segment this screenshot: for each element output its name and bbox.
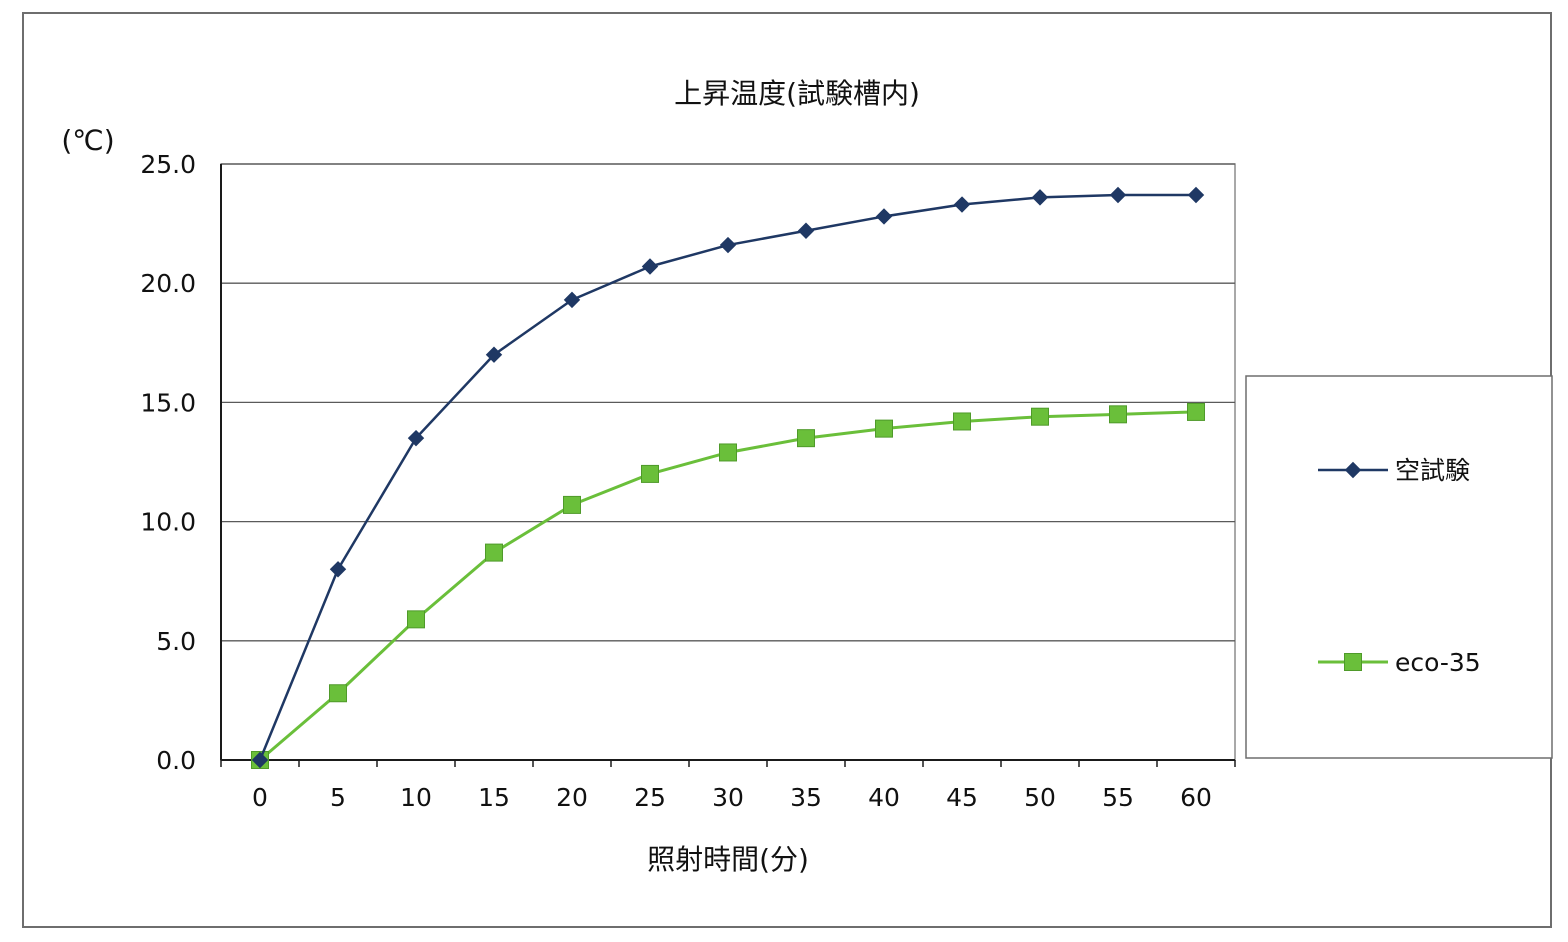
data-point <box>1109 405 1127 424</box>
data-point <box>719 443 737 462</box>
chart-title: 上昇温度(試験槽内) <box>674 77 920 110</box>
y-tick-label: 10.0 <box>140 508 196 537</box>
y-tick-label: 25.0 <box>140 150 196 179</box>
x-tick-label: 55 <box>1102 783 1134 812</box>
data-point <box>329 684 347 703</box>
data-point <box>641 464 659 483</box>
series-eco-35 <box>251 402 1205 769</box>
data-point <box>1031 407 1049 426</box>
y-tick-label: 20.0 <box>140 269 196 298</box>
legend-marker <box>1344 461 1362 479</box>
x-axis-label: 照射時間(分) <box>647 843 809 876</box>
axes: 0.0 5.0 10.0 15.0 20.0 25.0 0 5 10 15 20 25 30 35 40 45… <box>140 150 1236 812</box>
x-tick-label: 30 <box>712 783 744 812</box>
x-tick-label: 45 <box>946 783 978 812</box>
data-point <box>719 236 737 254</box>
data-point <box>1031 189 1049 206</box>
x-tick-label: 40 <box>868 783 900 812</box>
data-point <box>563 291 581 309</box>
data-point <box>1187 186 1205 204</box>
data-point <box>407 610 425 629</box>
data-point <box>875 208 893 225</box>
data-point <box>329 561 347 578</box>
gridlines <box>221 163 1235 642</box>
data-point <box>875 419 893 438</box>
legend-box <box>1245 375 1553 759</box>
legend-item: 空試験 <box>1318 456 1470 485</box>
x-tick-label: 35 <box>790 783 822 812</box>
x-tick-label: 60 <box>1180 783 1212 812</box>
data-point <box>1109 186 1127 204</box>
data-point <box>953 412 971 431</box>
data-point <box>563 495 581 514</box>
x-tick-label: 15 <box>478 783 510 812</box>
data-point <box>485 346 503 363</box>
data-point <box>485 543 503 562</box>
data-point <box>797 222 815 239</box>
x-tick-label: 0 <box>252 783 268 812</box>
x-tick-label: 20 <box>556 783 588 812</box>
series-blank-test <box>251 186 1205 769</box>
y-axis-unit-label: (℃) <box>61 124 114 157</box>
x-tick-label: 5 <box>330 783 346 812</box>
data-point <box>251 751 269 769</box>
x-tick-label: 25 <box>634 783 666 812</box>
legend-label: 空試験 <box>1395 456 1470 485</box>
data-point <box>641 258 659 275</box>
series-lines <box>251 186 1205 769</box>
y-tick-label: 5.0 <box>156 627 196 656</box>
data-point <box>797 429 815 448</box>
legend-marker <box>1344 653 1362 671</box>
y-tick-label: 15.0 <box>140 388 196 417</box>
x-tick-label: 10 <box>400 783 432 812</box>
y-tick-label: 0.0 <box>156 746 196 775</box>
legend-item: eco-35 <box>1318 648 1481 677</box>
plot-area <box>220 163 1236 761</box>
data-point <box>953 196 971 213</box>
data-point <box>407 429 425 447</box>
legend: 空試験 eco-35 <box>1318 456 1481 677</box>
x-tick-label: 50 <box>1024 783 1056 812</box>
data-point <box>1187 402 1205 421</box>
legend-label: eco-35 <box>1395 648 1481 677</box>
